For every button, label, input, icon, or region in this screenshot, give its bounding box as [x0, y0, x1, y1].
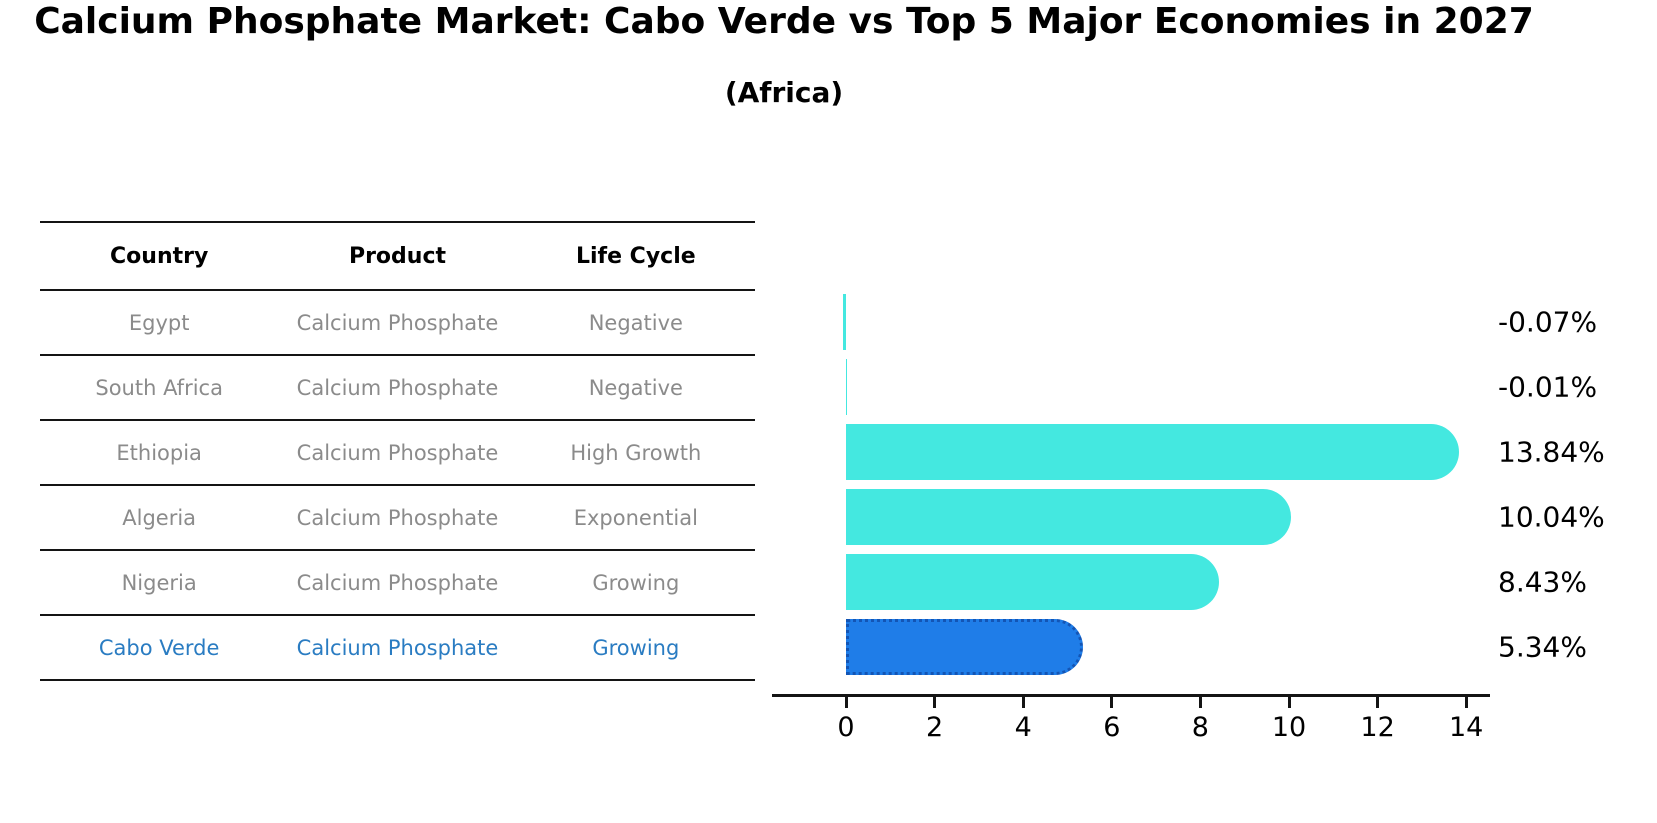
value-label-ethiopia: 13.84%	[1498, 435, 1605, 469]
cell-life-cycle: Negative	[588, 375, 683, 400]
x-axis	[772, 694, 1490, 697]
x-axis-tick	[1464, 697, 1468, 708]
cell-life-cycle: Exponential	[573, 505, 698, 530]
cell-life-cycle: High Growth	[570, 440, 702, 465]
x-axis-tick-label: 2	[926, 712, 944, 743]
cell-country: South Africa	[95, 375, 223, 400]
cell-country: Cabo Verde	[98, 635, 220, 660]
page-title: Calcium Phosphate Market: Cabo Verde vs …	[34, 1, 1534, 42]
bar-algeria	[846, 489, 1291, 545]
value-label-nigeria: 8.43%	[1498, 565, 1587, 599]
table-row: Nigeria Calcium Phosphate Growing	[40, 551, 755, 616]
cell-product: Calcium Phosphate	[296, 570, 499, 595]
cell-product: Calcium Phosphate	[296, 310, 499, 335]
table-row: South Africa Calcium Phosphate Negative	[40, 356, 755, 421]
page-subtitle: (Africa)	[724, 76, 844, 109]
bar-egypt	[842, 294, 846, 350]
value-label-cabo-verde: 5.34%	[1498, 630, 1587, 664]
cell-country: Nigeria	[121, 570, 197, 595]
x-axis-tick	[1287, 697, 1291, 708]
x-axis-tick	[1110, 697, 1114, 708]
x-axis-tick	[1198, 697, 1202, 708]
table-header-row: Country Product Life Cycle	[40, 223, 755, 291]
bar-cabo-verde	[846, 619, 1083, 675]
cell-life-cycle: Growing	[592, 570, 680, 595]
cell-country: Egypt	[128, 310, 190, 335]
x-axis-tick-label: 12	[1360, 712, 1395, 743]
bar-nigeria	[846, 554, 1220, 610]
value-label-algeria: 10.04%	[1498, 500, 1605, 534]
value-label-egypt: -0.07%	[1498, 305, 1598, 339]
cell-product: Calcium Phosphate	[296, 440, 499, 465]
cell-product: Calcium Phosphate	[296, 505, 499, 530]
cell-country: Ethiopia	[116, 440, 202, 465]
x-axis-tick	[1021, 697, 1025, 708]
x-axis-tick-label: 4	[1014, 712, 1032, 743]
table-row: Egypt Calcium Phosphate Negative	[40, 291, 755, 356]
bar-ethiopia	[846, 424, 1460, 480]
cell-product: Calcium Phosphate	[296, 635, 499, 660]
x-axis-tick-label: 0	[837, 712, 855, 743]
cell-country: Algeria	[122, 505, 197, 530]
cell-product: Calcium Phosphate	[296, 375, 499, 400]
x-axis-tick-label: 14	[1449, 712, 1484, 743]
x-axis-tick	[933, 697, 937, 708]
column-header-product: Product	[348, 243, 447, 269]
column-header-life-cycle: Life Cycle	[575, 243, 696, 269]
column-header-country: Country	[110, 243, 209, 269]
x-axis-tick	[844, 697, 848, 708]
x-axis-tick-label: 10	[1271, 712, 1307, 743]
value-label-south-africa: -0.01%	[1498, 370, 1598, 404]
x-axis-tick	[1376, 697, 1380, 708]
x-axis-tick-label: 6	[1103, 712, 1121, 743]
country-table: Country Product Life Cycle Egypt Calcium…	[40, 221, 755, 681]
x-axis-tick-label: 8	[1191, 712, 1209, 743]
table-row: Ethiopia Calcium Phosphate High Growth	[40, 421, 755, 486]
cell-life-cycle: Negative	[588, 310, 683, 335]
table-row: Algeria Calcium Phosphate Exponential	[40, 486, 755, 551]
cell-life-cycle: Growing	[592, 635, 680, 660]
table-row-highlight-cabo-verde: Cabo Verde Calcium Phosphate Growing	[40, 616, 755, 681]
